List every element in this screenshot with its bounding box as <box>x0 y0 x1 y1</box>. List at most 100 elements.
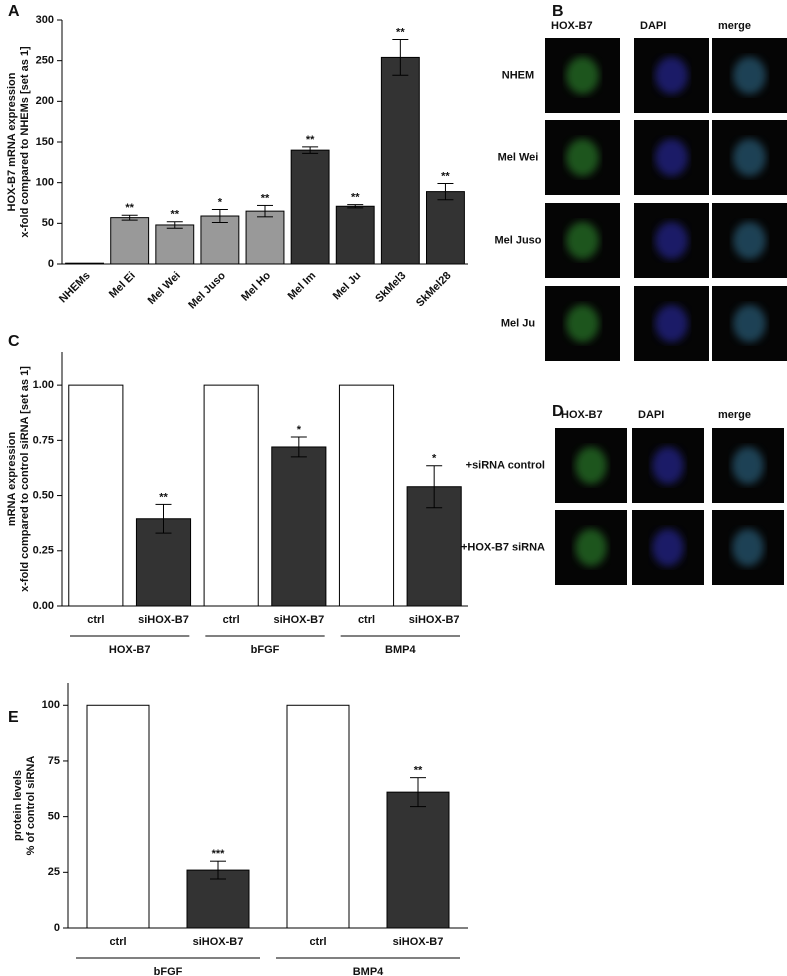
column-label: DAPI <box>638 409 664 421</box>
x-tick-label: SkMel28 <box>414 270 454 310</box>
group-label: bFGF <box>251 644 280 656</box>
y-tick-label: 100 <box>36 177 54 189</box>
y-axis-label: mRNA expression <box>6 432 18 527</box>
column-label: HOX-B7 <box>561 409 603 421</box>
y-axis-label: % of control siRNA <box>25 756 37 856</box>
y-tick-label: 0.25 <box>33 545 54 557</box>
x-tick-label: siHOX-B7 <box>409 614 460 626</box>
y-axis-label: protein levels <box>12 770 24 841</box>
cell <box>732 446 764 485</box>
cell <box>652 528 684 567</box>
panel-label: D <box>552 403 564 420</box>
x-tick-label: ctrl <box>309 936 326 948</box>
significance: ** <box>261 192 270 204</box>
y-tick-label: 25 <box>48 866 60 878</box>
x-tick-label: Mel Ei <box>107 270 138 301</box>
cell <box>575 528 607 567</box>
x-tick-label: SkMel3 <box>373 270 408 305</box>
bar <box>203 384 259 607</box>
y-tick-label: 50 <box>42 217 54 229</box>
group-label: BMP4 <box>385 644 416 656</box>
column-label: HOX-B7 <box>551 20 593 32</box>
x-tick-label: Mel Wei <box>146 270 183 307</box>
bar <box>290 149 330 265</box>
row-label: Mel Juso <box>494 234 541 246</box>
bar <box>386 791 450 929</box>
bar <box>186 869 250 929</box>
column-label: merge <box>718 409 751 421</box>
cell <box>655 56 688 95</box>
x-tick-label: ctrl <box>358 614 375 626</box>
y-tick-label: 300 <box>36 14 54 26</box>
y-tick-label: 150 <box>36 136 54 148</box>
x-tick-label: siHOX-B7 <box>273 614 324 626</box>
significance: ** <box>441 170 450 182</box>
row-label: Mel Ju <box>501 317 535 329</box>
significance: *** <box>212 848 226 860</box>
cell <box>566 138 599 177</box>
bar <box>110 217 150 265</box>
bar <box>271 446 327 607</box>
y-tick-label: 200 <box>36 95 54 107</box>
bar <box>425 191 465 265</box>
row-label: NHEM <box>502 69 534 81</box>
bar <box>155 224 195 265</box>
cell <box>566 56 599 95</box>
x-tick-label: ctrl <box>223 614 240 626</box>
cell <box>566 304 599 343</box>
y-axis-label: x-fold compared to control siRNA [set as… <box>19 366 31 592</box>
cell <box>655 304 688 343</box>
row-label: +siRNA control <box>466 459 545 471</box>
group-label: BMP4 <box>353 966 384 976</box>
x-tick-label: NHEMs <box>57 270 93 306</box>
y-tick-label: 250 <box>36 55 54 67</box>
bar <box>245 210 285 265</box>
row-label: +HOX-B7 siRNA <box>461 541 545 553</box>
significance: ** <box>414 765 423 777</box>
cell <box>566 221 599 260</box>
cell <box>733 221 766 260</box>
group-label: bFGF <box>154 966 183 976</box>
panel-label: B <box>552 3 564 20</box>
y-tick-label: 75 <box>48 755 60 767</box>
cell <box>655 138 688 177</box>
bar <box>200 215 240 265</box>
bar <box>286 704 350 929</box>
panel-label: A <box>8 3 20 20</box>
bar <box>65 262 105 265</box>
cell <box>655 221 688 260</box>
x-tick-label: siHOX-B7 <box>138 614 189 626</box>
cell <box>733 56 766 95</box>
significance: ** <box>159 491 168 503</box>
significance: ** <box>125 202 134 214</box>
bar <box>86 704 150 929</box>
y-axis-label: HOX-B7 mRNA expression <box>6 72 18 211</box>
y-tick-label: 0.75 <box>33 434 54 446</box>
cell <box>733 138 766 177</box>
significance: * <box>432 453 437 465</box>
significance: ** <box>351 192 360 204</box>
cell <box>575 446 607 485</box>
cell <box>652 446 684 485</box>
bar <box>68 384 124 607</box>
x-tick-label: Mel Ju <box>331 270 364 303</box>
x-tick-label: ctrl <box>109 936 126 948</box>
y-axis-label: x-fold compared to NHEMs [set as 1] <box>19 46 31 238</box>
row-label: Mel Wei <box>498 151 539 163</box>
bar <box>380 56 420 265</box>
group-label: HOX-B7 <box>109 644 151 656</box>
y-tick-label: 0 <box>48 258 54 270</box>
x-tick-label: Mel Juso <box>186 270 228 312</box>
x-tick-label: siHOX-B7 <box>193 936 244 948</box>
bar <box>338 384 395 607</box>
y-tick-label: 0 <box>54 922 60 934</box>
significance: ** <box>170 209 179 221</box>
significance: * <box>218 196 223 208</box>
column-label: DAPI <box>640 20 666 32</box>
y-tick-label: 1.00 <box>33 379 54 391</box>
x-tick-label: ctrl <box>87 614 104 626</box>
x-tick-label: Mel Im <box>286 270 319 303</box>
x-tick-label: siHOX-B7 <box>393 936 444 948</box>
cell <box>733 304 766 343</box>
